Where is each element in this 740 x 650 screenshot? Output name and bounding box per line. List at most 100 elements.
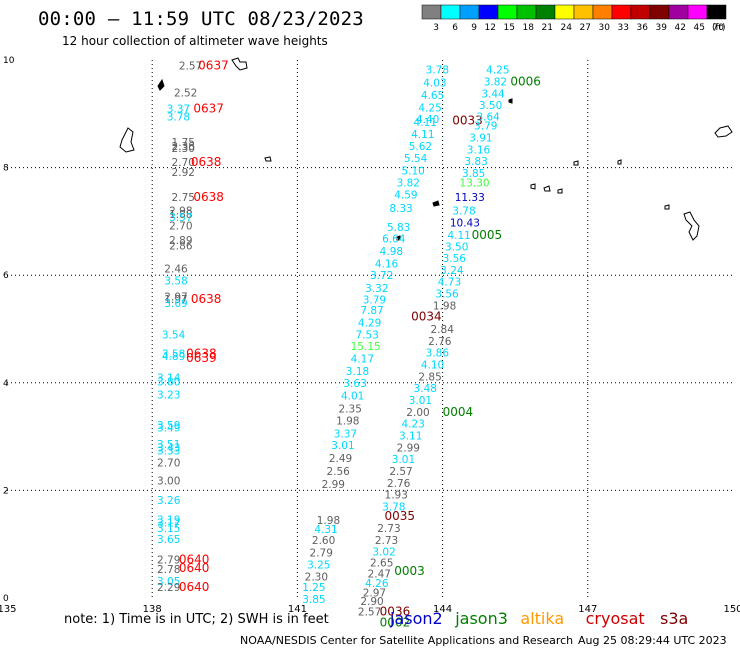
wave-height-label: 15.15: [351, 341, 381, 353]
pass-time-label: 0003: [394, 564, 425, 578]
x-tick-label: 141: [288, 604, 307, 615]
wave-height-label: 4.11: [411, 129, 434, 141]
map-title: 00:00 – 11:59 UTC 08/23/2023: [38, 8, 364, 30]
wave-height-label: 2.89: [169, 235, 192, 247]
wave-height-label: 5.54: [404, 153, 428, 165]
island-shape: [432, 200, 440, 207]
island-shape: [683, 211, 700, 241]
wave-height-label: 7.53: [355, 329, 378, 341]
wave-height-label: 2.38: [172, 141, 195, 153]
pass-time-label: 0033: [452, 113, 483, 127]
credit-line: NOAA/NESDIS Center for Satellite Applica…: [240, 634, 574, 647]
wave-height-label: 2.70: [169, 221, 192, 233]
pass-time-label: 0638: [186, 347, 217, 361]
wave-height-label: 3.50: [479, 100, 502, 112]
island-shape: [617, 159, 622, 165]
x-tick-label: 147: [578, 604, 597, 615]
wave-height-label: 3.02: [372, 547, 395, 559]
wave-height-label: 4.11: [447, 230, 470, 242]
wave-height-label: 2.84: [431, 324, 455, 336]
wave-height-label: 3.78: [452, 206, 475, 218]
wave-height-label: 3.78: [426, 65, 449, 77]
wave-height-label: 7.87: [360, 305, 383, 317]
wave-height-label: 2.76: [428, 336, 452, 348]
legend-swatch: [706, 4, 727, 20]
wave-height-label: 4.40: [416, 114, 439, 126]
island-shape: [157, 78, 165, 91]
wave-height-label: 2.90: [360, 596, 383, 608]
wave-height-label: 6.64: [382, 234, 406, 246]
legend-swatch: [478, 4, 499, 20]
legend-label: 18: [523, 23, 535, 33]
pass-time-label: 0034: [411, 310, 442, 324]
wave-height-label: 4.17: [351, 354, 374, 366]
wave-height-label: 2.00: [406, 407, 429, 419]
wave-height-label: 3.91: [469, 132, 492, 144]
y-tick-label: 0: [3, 594, 9, 604]
wave-height-label: 2.57: [179, 60, 202, 72]
wave-height-label: 3.65: [157, 534, 180, 546]
legend-swatch: [535, 4, 556, 20]
wave-height-label: 2.56: [326, 466, 350, 478]
wave-height-observations: 2.5706372.523.373.7806371.752.382.302.70…: [157, 58, 541, 629]
wave-height-label: 2.30: [172, 143, 195, 155]
pass-time-label: 0640: [179, 580, 210, 594]
wave-height-label: 1.98: [336, 415, 359, 427]
wave-height-label: 1.75: [172, 137, 195, 149]
wave-height-label: 2.47: [368, 568, 391, 580]
pass-time-label: 0005: [472, 228, 503, 242]
wave-height-label: 4.16: [375, 258, 399, 270]
wave-height-label: 3.51: [157, 439, 180, 451]
y-tick-label: 6: [3, 271, 9, 281]
wave-height-label: 3.72: [370, 270, 393, 282]
wave-height-label: 4.29: [358, 318, 381, 330]
pass-time-label: 0637: [198, 58, 229, 72]
legend-label: 33: [618, 23, 629, 33]
wave-height-label: 2.46: [164, 264, 188, 276]
wave-height-label: 3.32: [365, 283, 388, 295]
x-tick-label: 138: [143, 604, 162, 615]
wave-height-label: 3.43: [157, 442, 180, 454]
legend-label: 3: [433, 23, 439, 33]
pass-time-label: 0036: [380, 604, 411, 618]
lat-lon-grid: 135 138 141 144 147 150 0 2 4 6 8 10: [0, 56, 740, 615]
legend-swatch: [573, 4, 594, 20]
wave-height-label: 2.70: [172, 157, 195, 169]
legend-swatch: [497, 4, 518, 20]
wave-height-label: 13.30: [460, 178, 490, 190]
wave-height-label: 3.19: [157, 514, 180, 526]
wave-height-label: 4.11: [414, 117, 437, 129]
legend-swatch: [459, 4, 480, 20]
wave-height-label: 3.56: [443, 253, 467, 265]
y-tick-label: 10: [3, 56, 15, 66]
wave-height-label: 3.18: [346, 366, 369, 378]
wave-height-label: 3.85: [462, 168, 485, 180]
wave-height-label: 2.35: [339, 404, 362, 416]
wave-height-label: 3.85: [302, 594, 325, 606]
legend-swatch: [440, 4, 461, 20]
wave-height-label: 3.80: [157, 377, 180, 389]
pass-time-label: 0638: [191, 155, 222, 169]
island-shape: [264, 156, 272, 162]
wave-height-legend: 3 6 9 12 15 18 21 24 27 30 33 36 39 42 45 70: [421, 4, 727, 33]
wave-height-label: 3.78: [167, 111, 190, 123]
wave-height-label: 2.86: [169, 241, 193, 253]
wave-height-label: 3.15: [157, 523, 180, 535]
wave-height-label: 1.98: [317, 515, 340, 527]
y-tick-label: 8: [3, 164, 9, 174]
legend-label: 21: [542, 23, 553, 33]
wave-height-label: 3.11: [399, 431, 422, 443]
wave-height-label: 2.30: [305, 571, 328, 583]
wave-height-label: 3.86: [426, 348, 450, 360]
wave-height-label: 4.59: [394, 190, 417, 202]
legend-label: 70: [713, 23, 725, 33]
wave-height-label: 5.83: [387, 222, 410, 234]
x-tick-label: 150: [723, 604, 740, 615]
wave-height-label: 4.23: [401, 419, 424, 431]
wave-height-label: 1.93: [385, 490, 408, 502]
wave-height-label: 3.63: [343, 378, 366, 390]
wave-height-label: 4.31: [314, 524, 337, 536]
pass-time-label: 0004: [443, 405, 474, 419]
wave-height-label: 3.54: [162, 329, 186, 341]
wave-height-label: 4.01: [341, 391, 364, 403]
